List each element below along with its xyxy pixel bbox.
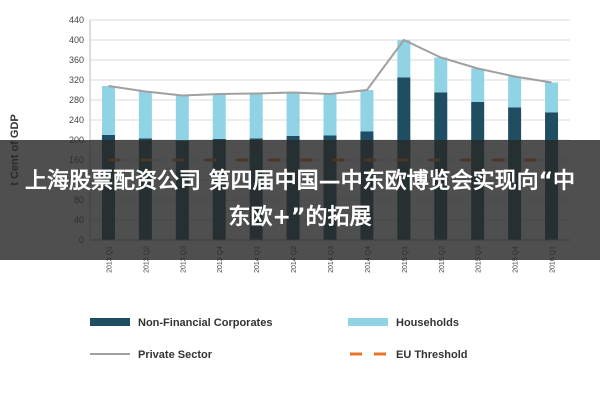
y-tick-label: 280 [69,95,84,105]
title-overlay-banner: 上海股票配资公司 第四届中国—中东欧博览会实现向“中东欧+”的拓展 [0,140,600,260]
bar-households [175,95,189,141]
legend: Non-Financial Corporates Households Privat… [90,317,468,361]
legend-swatch-non-financial-corporates [90,318,130,326]
bar-households [249,93,263,139]
y-tick-label: 400 [69,35,84,45]
y-tick-label: 360 [69,55,84,65]
bar-households [286,92,300,136]
overlay-title: 上海股票配资公司 第四届中国—中东欧博览会实现向“中东欧+”的拓展 [24,169,576,230]
bar-households [101,86,115,135]
legend-swatch-households [348,318,388,326]
legend-label-eu-threshold: EU Threshold [396,349,468,361]
y-tick-label: 440 [69,15,84,25]
bar-households [323,94,337,136]
bar-households [360,90,374,132]
bar-households [138,91,152,139]
bar-households [545,82,559,113]
bar-households [471,68,485,102]
bar-households [508,76,522,108]
y-tick-label: 320 [69,75,84,85]
bar-households [212,94,226,139]
y-tick-label: 240 [69,115,84,125]
line-private-sector [108,38,552,97]
legend-label-households: Households [396,317,459,329]
legend-label-non-financial-corporates: Non-Financial Corporates [138,317,272,329]
bar-households [434,57,448,93]
legend-label-private-sector: Private Sector [138,349,213,361]
bar-households [397,40,411,78]
